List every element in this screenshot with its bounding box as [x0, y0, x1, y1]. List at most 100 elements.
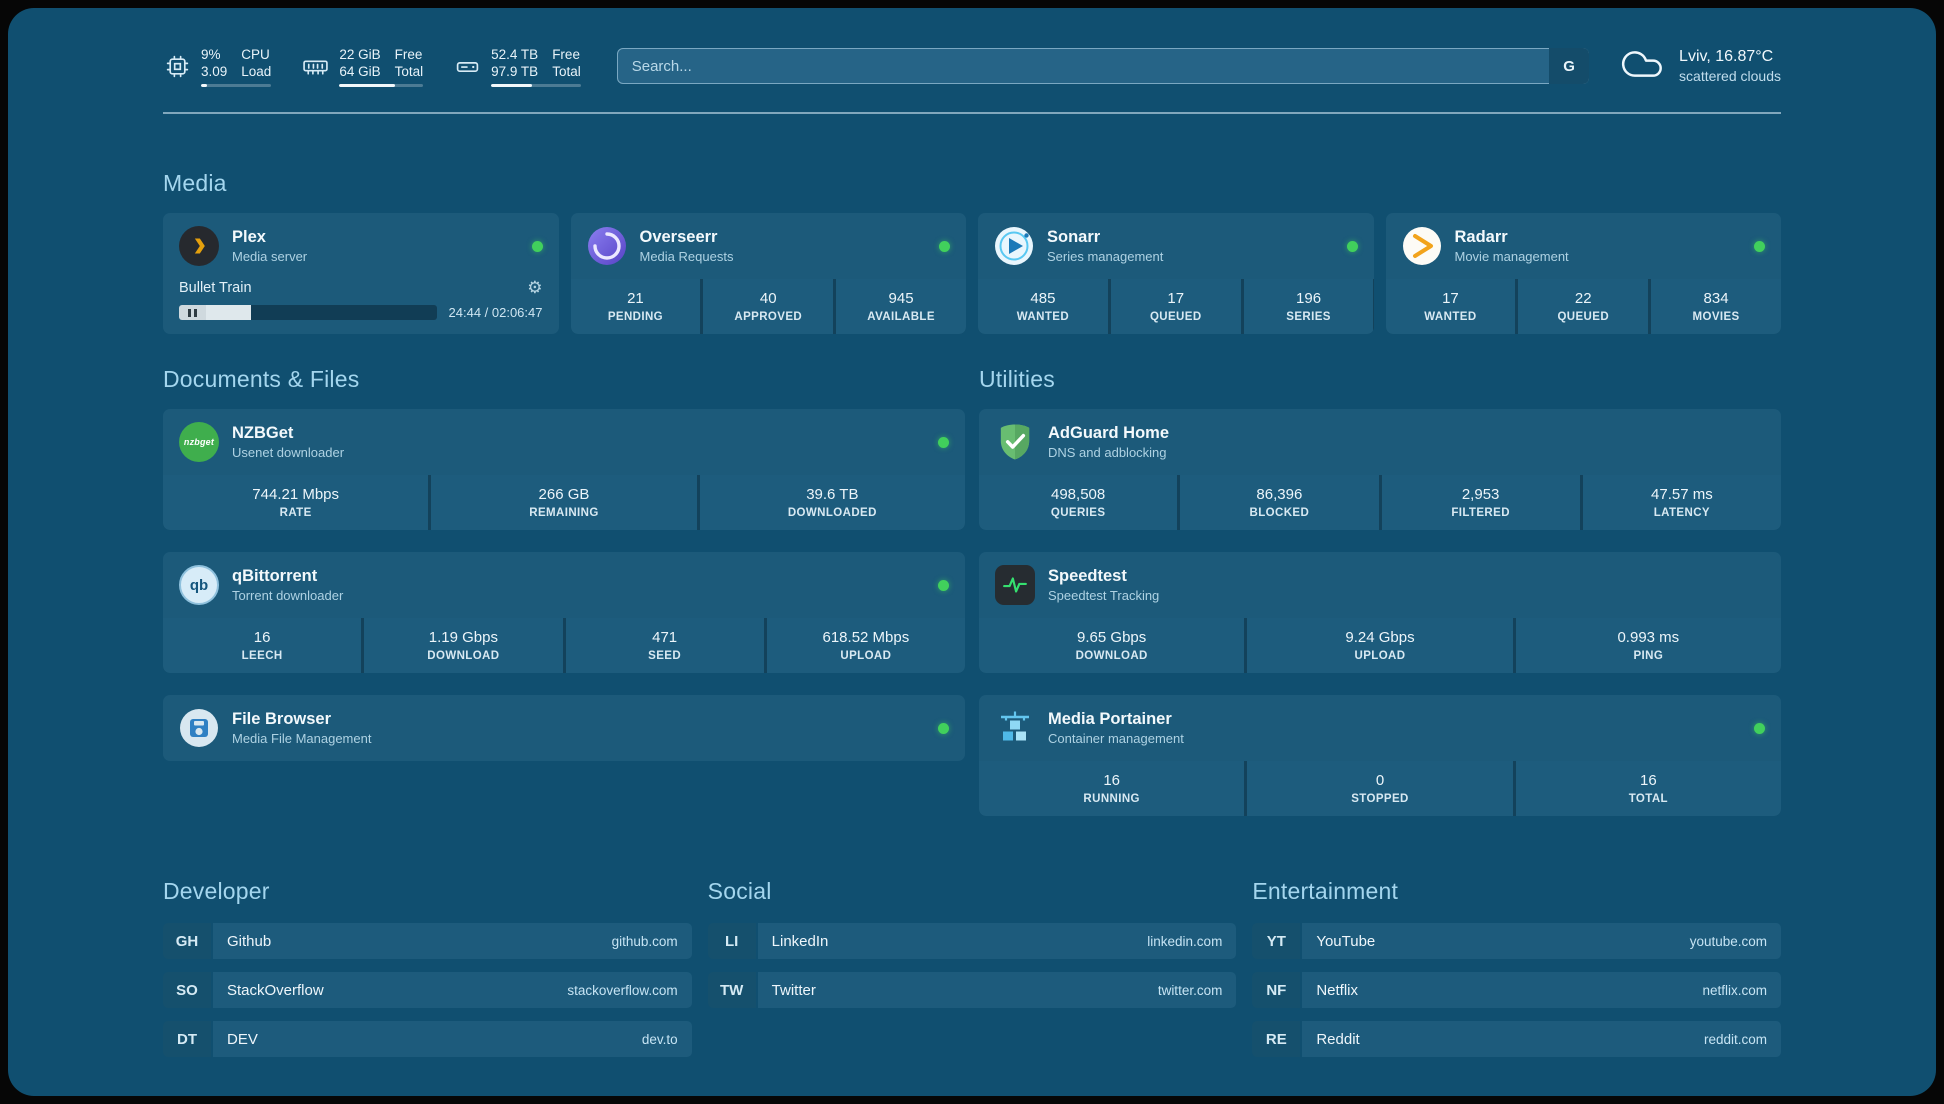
adguard-stats: 498,508 QUERIES 86,396 BLOCKED 2,953 FIL… [979, 475, 1781, 530]
filebrowser-status-dot [938, 722, 949, 734]
nzbget-name: NZBGet [232, 424, 294, 442]
radarr-name: Radarr [1454, 228, 1508, 246]
disk-icon [453, 54, 481, 79]
service-card-filebrowser[interactable]: File Browser Media File Management [163, 695, 965, 761]
speedtest-icon [995, 565, 1035, 605]
memory-free-label: Free [394, 46, 423, 62]
bookmark-abbr: DT [163, 1021, 211, 1057]
bookmark-abbr: GH [163, 923, 211, 959]
bookmark-netflix[interactable]: NF Netflix netflix.com [1252, 972, 1781, 1008]
cloud-icon [1621, 44, 1667, 89]
memory-total-label: Total [394, 63, 424, 79]
bookmark-group-entertainment: Entertainment YT YouTube youtube.com NF … [1252, 878, 1781, 1070]
disk-progress-bar [491, 83, 581, 87]
stat-wanted: 485 WANTED [978, 279, 1108, 334]
gear-icon[interactable]: ⚙ [527, 278, 543, 297]
bookmark-name: Twitter [771, 981, 816, 999]
plex-status-dot [531, 240, 543, 252]
bookmark-name: Reddit [1316, 1030, 1360, 1048]
filebrowser-name: File Browser [232, 710, 332, 728]
plex-now-playing: Bullet Train ⚙ 24:44 / 02:06:47 [163, 279, 559, 333]
disk-free-value: 52.4 TB [491, 46, 539, 62]
nzbget-icon: nzbget [179, 422, 219, 462]
stat-running: 16 RUNNING [979, 761, 1245, 816]
bookmark-name: StackOverflow [227, 981, 324, 999]
qbittorrent-status-dot [938, 579, 949, 591]
cpu-load-value: 3.09 [201, 63, 228, 79]
disk-widget: 52.4 TB 97.9 TB Free Total [453, 46, 581, 87]
stat-approved: 40 APPROVED [703, 279, 834, 334]
search-input[interactable] [616, 48, 1590, 84]
bookmark-name: Netflix [1316, 981, 1359, 999]
nzbget-subtitle: Usenet downloader [232, 445, 345, 460]
bookmark-url: twitter.com [1157, 982, 1223, 998]
portainer-icon [995, 708, 1035, 748]
portainer-status-dot [1754, 722, 1765, 734]
stat-ping: 0.993 ms PING [1515, 618, 1781, 673]
service-card-portainer[interactable]: Media Portainer Container management 16 … [979, 695, 1781, 816]
dashboard-frame: 9% 3.09 CPU Load [8, 8, 1936, 1096]
stat-rate: 744.21 Mbps RATE [163, 475, 429, 530]
bookmark-abbr: LI [707, 923, 756, 959]
stat-queued: 22 QUEUED [1518, 279, 1649, 334]
qbittorrent-name: qBittorrent [232, 567, 318, 585]
developer-group-title: Developer [163, 878, 270, 904]
section-media: Media Plex Media server Bullet Train [163, 170, 1781, 334]
portainer-name: Media Portainer [1048, 710, 1172, 728]
bookmark-youtube[interactable]: YT YouTube youtube.com [1252, 923, 1781, 959]
service-card-qbittorrent[interactable]: qb qBittorrent Torrent downloader 16 LEE… [163, 552, 965, 673]
social-group-title: Social [707, 878, 772, 904]
bookmark-github[interactable]: GH Github github.com [163, 923, 692, 959]
search-provider-button[interactable]: G [1549, 48, 1590, 84]
bookmark-group-social: Social LI LinkedIn linkedin.com TW Twitt… [707, 878, 1237, 1070]
service-card-nzbget[interactable]: nzbget NZBGet Usenet downloader 744.21 M… [163, 409, 965, 530]
plex-name: Plex [232, 228, 266, 246]
bookmark-stackoverflow[interactable]: SO StackOverflow stackoverflow.com [163, 972, 692, 1008]
stat-filtered: 2,953 FILTERED [1381, 475, 1580, 530]
header-divider [163, 112, 1781, 114]
sonarr-icon [994, 226, 1034, 266]
stat-wanted: 17 WANTED [1385, 279, 1516, 334]
stat-queries: 498,508 QUERIES [979, 475, 1178, 530]
bookmark-abbr: TW [707, 972, 756, 1008]
adguard-subtitle: DNS and adblocking [1048, 445, 1167, 460]
bookmark-dev[interactable]: DT DEV dev.to [163, 1021, 692, 1057]
memory-icon [301, 54, 329, 79]
disk-total-label: Total [552, 63, 581, 79]
bookmark-name: DEV [227, 1030, 258, 1048]
stat-leech: 16 LEECH [163, 618, 362, 673]
cpu-icon [163, 54, 191, 79]
adguard-icon [995, 422, 1035, 462]
resource-widgets: 9% 3.09 CPU Load [163, 46, 581, 87]
sonarr-subtitle: Series management [1047, 249, 1164, 264]
overseerr-subtitle: Media Requests [639, 249, 734, 264]
service-card-speedtest[interactable]: Speedtest Speedtest Tracking 9.65 Gbps D… [979, 552, 1781, 673]
stat-latency: 47.57 ms LATENCY [1582, 475, 1781, 530]
bookmark-reddit[interactable]: RE Reddit reddit.com [1252, 1021, 1781, 1057]
bookmark-url: stackoverflow.com [567, 982, 678, 998]
overseerr-stats: 21 PENDING 40 APPROVED 945 AVAILABLE [570, 279, 966, 334]
playback-time: 24:44 / 02:06:47 [448, 305, 543, 320]
stat-movies: 834 MOVIES [1651, 279, 1781, 334]
pause-icon [179, 305, 206, 320]
bookmark-linkedin[interactable]: LI LinkedIn linkedin.com [707, 923, 1237, 959]
top-bar: 9% 3.09 CPU Load [163, 34, 1781, 98]
service-card-adguard[interactable]: AdGuard Home DNS and adblocking 498,508 … [979, 409, 1781, 530]
service-card-plex[interactable]: Plex Media server Bullet Train ⚙ 24:44 /… [163, 213, 559, 334]
service-card-radarr[interactable]: Radarr Movie management 17 WANTED 22 QUE… [1385, 213, 1781, 334]
stat-upload: 618.52 Mbps UPLOAD [766, 618, 965, 673]
search-bar: G [616, 48, 1590, 84]
radarr-subtitle: Movie management [1454, 249, 1569, 264]
stat-queued: 17 QUEUED [1110, 279, 1241, 334]
cpu-label: CPU [241, 46, 270, 62]
service-card-sonarr[interactable]: Sonarr Series management 485 WANTED 17 Q… [978, 213, 1374, 334]
bookmark-twitter[interactable]: TW Twitter twitter.com [707, 972, 1237, 1008]
portainer-stats: 16 RUNNING 0 STOPPED 16 TOTAL [979, 761, 1781, 816]
bookmark-url: dev.to [641, 1031, 678, 1047]
overseerr-status-dot [939, 240, 950, 252]
bookmark-group-developer: Developer GH Github github.com SO StackO… [163, 878, 692, 1070]
service-card-overseerr[interactable]: Overseerr Media Requests 21 PENDING 40 A… [570, 213, 966, 334]
stat-seed: 471 SEED [565, 618, 764, 673]
radarr-status-dot [1754, 240, 1765, 252]
media-section-title: Media [163, 170, 227, 196]
